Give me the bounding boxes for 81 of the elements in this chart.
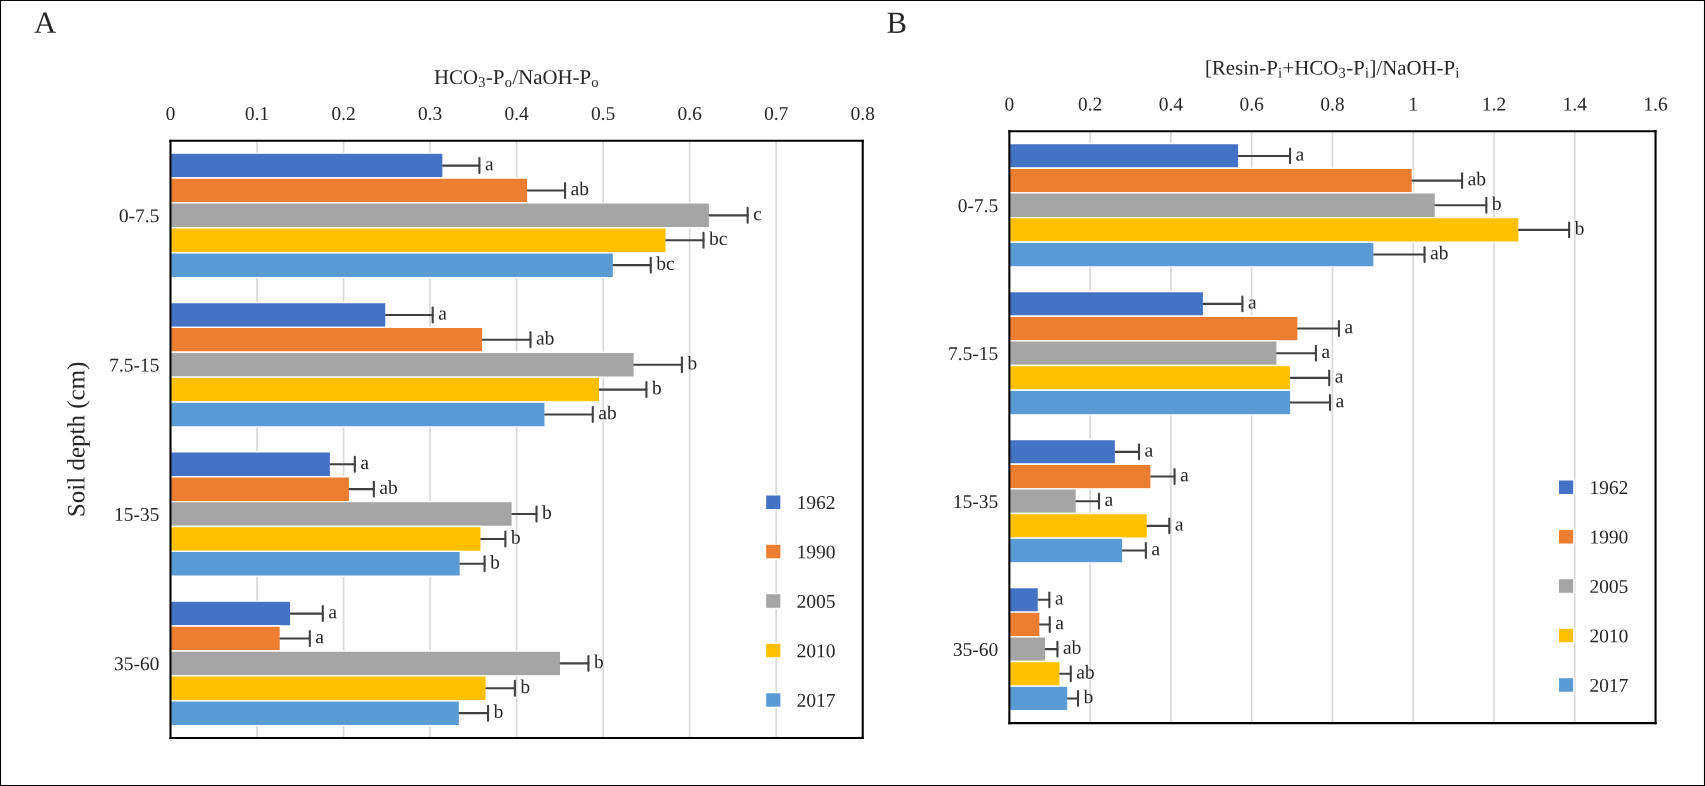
x-tick-label: 0.6 <box>678 106 702 121</box>
data-label: ab <box>380 480 398 495</box>
x-axis-title: [Resin-P$_{i}$+HCO$_{3}$-P$_{i}$]/NaOH-P$_{i}$ <box>1206 60 1460 78</box>
data-label: a <box>361 459 369 470</box>
x-tick-label: 0.8 <box>851 106 875 121</box>
x-tick-label: 0.1 <box>245 106 269 121</box>
legend-label: 2010 <box>797 644 835 658</box>
y-tick-label: 7.5-15 <box>110 358 159 372</box>
legend-label: 2005 <box>1590 579 1628 594</box>
x-tick-label: 0.4 <box>505 106 529 121</box>
data-label: ab <box>599 405 616 420</box>
y-tick-label: 35-60 <box>953 642 998 657</box>
data-label: a <box>1055 620 1064 630</box>
data-label: b <box>651 380 661 395</box>
data-label: a <box>1336 398 1344 408</box>
data-label: a <box>1152 546 1160 556</box>
data-label: ab <box>1468 171 1486 186</box>
x-tick-label: 1.4 <box>1564 97 1587 111</box>
data-label: a <box>1322 348 1330 359</box>
data-label: b <box>1491 196 1501 211</box>
legend-label: 1962 <box>798 496 835 510</box>
x-tick-label: 0.3 <box>418 106 442 121</box>
y-tick-label: 0-7.5 <box>958 199 998 213</box>
data-label: a <box>1055 595 1064 605</box>
data-label: b <box>1083 689 1093 704</box>
x-tick-label: 0.8 <box>1321 97 1344 111</box>
y-tick-label: 35-60 <box>114 657 159 671</box>
data-label: ab <box>1076 664 1094 679</box>
x-tick-label: 1.2 <box>1483 97 1506 111</box>
data-label: b <box>1574 221 1584 235</box>
y-tick-label: 15-35 <box>954 495 998 509</box>
legend-label: 1990 <box>1591 530 1628 544</box>
data-label: a <box>1180 472 1189 482</box>
y-tick-label: 15-35 <box>115 507 159 521</box>
x-tick-label: 1 <box>1410 97 1417 111</box>
legend-label: 2017 <box>797 693 835 707</box>
data-label: a <box>1345 324 1353 334</box>
data-label: b <box>593 654 603 669</box>
data-label: a <box>1105 496 1113 507</box>
data-label: a <box>1335 373 1344 383</box>
y-axis-title: Soil depth (cm) <box>67 362 90 516</box>
legend-label: 1962 <box>1591 481 1628 495</box>
y-tick-label: 0-7.5 <box>119 209 159 223</box>
chart-title: B <box>887 12 906 33</box>
x-tick-label: 1.6 <box>1645 97 1668 111</box>
data-label: b <box>490 555 500 569</box>
data-label: bc <box>709 231 727 246</box>
data-label: b <box>687 355 697 370</box>
x-tick-label: 0 <box>166 106 175 121</box>
x-tick-label: 0 <box>1005 97 1014 111</box>
y-tick-label: 7.5-15 <box>949 347 998 361</box>
x-tick-label: 0.4 <box>1159 97 1183 111</box>
chart-title: A <box>34 12 56 33</box>
data-label: a <box>1175 521 1184 531</box>
legend-label: 2005 <box>797 594 835 608</box>
x-tick-label: 0.2 <box>1078 97 1102 111</box>
x-tick-label: 0.2 <box>332 106 355 121</box>
data-label: a <box>1145 447 1153 457</box>
legend-label: 2017 <box>1590 678 1628 692</box>
data-label: b <box>520 679 530 694</box>
data-label: ab <box>1063 640 1081 655</box>
data-label: b <box>493 704 503 719</box>
data-label: a <box>1296 151 1304 161</box>
data-label: a <box>1248 299 1257 309</box>
data-label: b <box>542 505 552 519</box>
data-label: ab <box>536 331 554 345</box>
data-label: a <box>485 161 494 171</box>
data-label: ab <box>1430 245 1448 260</box>
data-label: bc <box>656 256 675 271</box>
data-label: a <box>329 609 337 619</box>
x-tick-label: 0.7 <box>764 106 788 121</box>
x-axis-title: HCO$_{3}$-P$_{o}$/NaOH-P$_{o}$ <box>434 70 598 88</box>
x-tick-label: 0.5 <box>591 106 615 121</box>
legend-label: 1990 <box>798 545 835 559</box>
legend-label: 2010 <box>1590 629 1628 643</box>
data-label: a <box>316 634 324 644</box>
data-label: b <box>510 530 520 544</box>
data-label: c <box>753 210 762 221</box>
data-label: ab <box>571 181 589 196</box>
data-label: a <box>438 310 447 320</box>
x-tick-label: 0.6 <box>1240 97 1264 111</box>
